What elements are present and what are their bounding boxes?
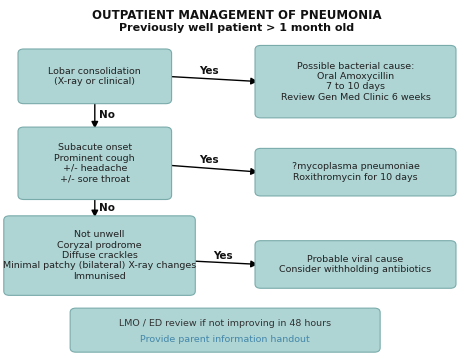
Text: LMO / ED review if not improving in 48 hours: LMO / ED review if not improving in 48 h… — [119, 319, 331, 328]
Text: Yes: Yes — [199, 66, 219, 76]
Text: Not unwell
Coryzal prodrome
Diffuse crackles
Minimal patchy (bilateral) X-ray ch: Not unwell Coryzal prodrome Diffuse crac… — [3, 230, 196, 281]
Text: OUTPATIENT MANAGEMENT OF PNEUMONIA: OUTPATIENT MANAGEMENT OF PNEUMONIA — [92, 10, 382, 22]
Text: Yes: Yes — [213, 251, 233, 261]
Text: ?mycoplasma pneumoniae
Roxithromycin for 10 days: ?mycoplasma pneumoniae Roxithromycin for… — [292, 163, 419, 182]
Text: Previously well patient > 1 month old: Previously well patient > 1 month old — [119, 23, 355, 33]
Text: Yes: Yes — [199, 155, 219, 165]
Text: Lobar consolidation
(X-ray or clinical): Lobar consolidation (X-ray or clinical) — [48, 67, 141, 86]
Text: No: No — [99, 203, 115, 213]
Text: No: No — [99, 110, 115, 120]
Text: Probable viral cause
Consider withholding antibiotics: Probable viral cause Consider withholdin… — [279, 255, 432, 274]
Text: Subacute onset
Prominent cough
+/- headache
+/- sore throat: Subacute onset Prominent cough +/- heada… — [55, 143, 135, 184]
Text: Possible bacterial cause:
Oral Amoxycillin
7 to 10 days
Review Gen Med Clinic 6 : Possible bacterial cause: Oral Amoxycill… — [281, 61, 430, 102]
Text: Provide parent information handout: Provide parent information handout — [140, 334, 310, 344]
